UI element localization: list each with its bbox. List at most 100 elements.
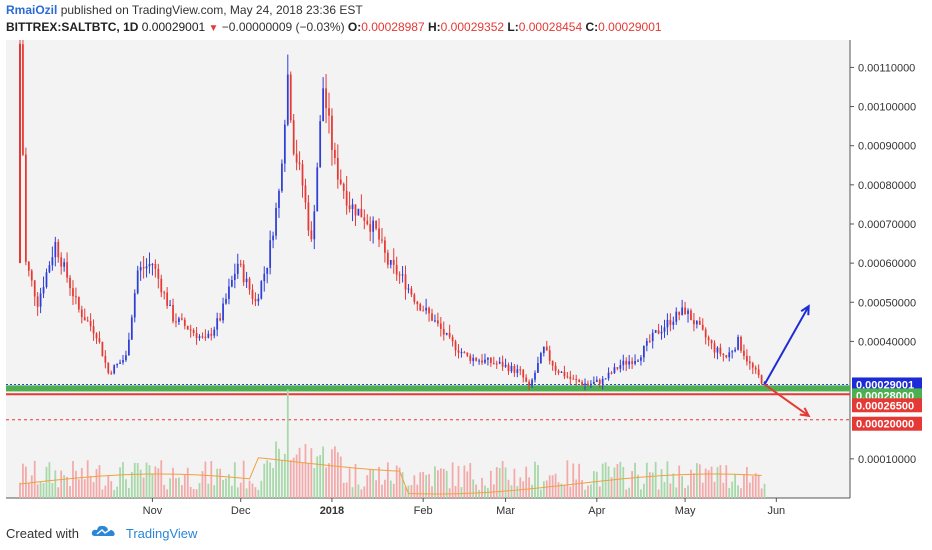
volume-bar [563,484,566,498]
candle-body [334,149,336,158]
volume-bar [207,483,210,498]
candle-body [598,379,601,384]
candle-body [228,286,230,299]
volume-bar [157,468,160,498]
volume-bar [501,460,504,498]
candle-body [410,288,413,295]
volume-bar [710,466,713,498]
volume-bar [233,462,236,498]
candle-body [525,377,528,382]
x-tick-label: Feb [414,505,433,517]
volume-bar [178,477,180,498]
volume-bar [534,461,536,498]
candle-body [404,274,407,290]
y-tick-label: 0.00010000 [858,454,916,466]
volume-bar [487,487,489,498]
candle-body [166,292,169,306]
volume-bar [513,468,516,498]
volume-bar [160,460,163,498]
candle-body [472,357,475,361]
candle-body [578,380,581,382]
volume-bar [172,467,174,498]
volume-bar [743,474,745,498]
volume-bar [457,465,460,498]
volume-bar [654,461,657,498]
volume-bar [693,473,695,498]
y-tick-label: 0.00060000 [858,258,916,270]
candle-body [551,360,554,366]
volume-bar [375,480,377,498]
volume-bar [281,460,283,498]
volume-bar [33,460,36,498]
price-chart[interactable]: 0.00110000 0.00100000 0.00090000 0.00080000… [6,31,926,518]
candle-body [601,378,604,384]
candle-body [719,347,722,354]
volume-ma-line [19,457,762,495]
author-link[interactable]: RmaiOzil [6,3,58,17]
candle-body [292,120,295,154]
volume-bar [336,452,339,498]
candle-body [478,360,480,362]
volume-bar [98,465,101,498]
candle-body [360,208,363,218]
volume-bar [213,485,216,498]
candle-body [101,341,104,357]
volume-bar [495,467,498,498]
volume-bar [643,483,645,498]
candle-body [25,154,27,262]
volume-bar [128,487,130,498]
price-tag [852,377,922,392]
volume-bar [169,478,171,498]
candle-body [487,357,489,360]
volume-bar [587,485,589,498]
volume-bar [325,467,327,498]
volume-bar [180,485,183,498]
candle-body [431,313,433,321]
candle-body [66,262,68,278]
x-tick-label: Apr [588,505,605,517]
candle-body [98,338,101,342]
volume-bar [428,474,430,498]
volume-bar [389,480,392,498]
volume-bar [657,489,660,498]
volume-bar [404,486,407,498]
chart-area[interactable]: 0.00110000 0.00100000 0.00090000 0.00080000… [6,31,926,518]
volume-bar [584,489,586,498]
candle-body [542,346,545,354]
candle-body [77,296,80,310]
candle-body [587,383,589,386]
candle-body [492,362,495,364]
candle-body [372,220,375,232]
y-tick-label: 0.00090000 [858,141,916,153]
volume-bar [566,460,569,498]
candle-body [407,288,410,290]
candle-body [604,378,607,380]
symbol-label[interactable]: BITTREX:SALTBTC, 1D [6,20,139,34]
volume-bar [166,489,169,498]
volume-bar [386,462,389,498]
candle-body [245,278,248,283]
candle-body [384,240,386,253]
volume-bar [219,468,221,498]
candle-body [590,383,592,386]
candle-body [57,241,60,258]
volume-bar [257,489,260,498]
candle-body [231,279,233,287]
tradingview-brand[interactable]: TradingView [125,526,198,541]
candle-body [734,349,736,352]
candle-body [392,260,395,265]
volume-bar [278,448,280,498]
candle-body [575,379,578,381]
volume-bar [516,485,519,498]
volume-bar [151,473,154,498]
candle-body [286,74,289,125]
candle-body [425,307,427,311]
candle-body [566,376,569,378]
candle-body [136,270,139,294]
volume-bar [113,489,116,498]
low-label: L: [507,20,519,34]
volume-bar [460,487,463,498]
candle-body [86,320,89,322]
tradingview-cloud-icon[interactable] [91,524,117,543]
volume-bar [75,470,77,498]
